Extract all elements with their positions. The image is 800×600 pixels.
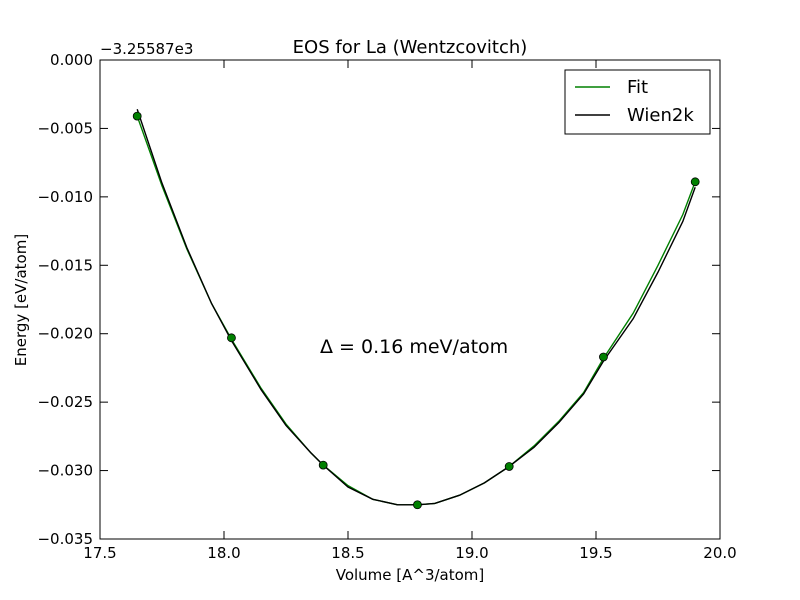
x-tick-label: 17.5 bbox=[83, 544, 116, 562]
data-point bbox=[504, 462, 514, 471]
y-offset-label: −3.25587e3 bbox=[100, 40, 193, 58]
y-tick-label: −0.025 bbox=[37, 393, 93, 411]
x-tick-label: 18.0 bbox=[207, 544, 240, 562]
data-point bbox=[413, 500, 422, 510]
data-point bbox=[227, 333, 236, 343]
data-point bbox=[132, 111, 142, 121]
y-tick-label: −0.005 bbox=[37, 119, 93, 137]
x-tick-label: 20.0 bbox=[703, 544, 736, 562]
y-tick-label: −0.035 bbox=[37, 530, 93, 548]
y-tick-label: 0.000 bbox=[50, 51, 93, 69]
y-tick-label: −0.030 bbox=[37, 462, 93, 480]
plot-background bbox=[100, 60, 720, 539]
legend-box bbox=[564, 69, 711, 135]
data-point bbox=[690, 177, 700, 187]
series-layer bbox=[132, 109, 700, 510]
chart-title: EOS for La (Wentzcovitch) bbox=[293, 37, 528, 58]
data-point bbox=[599, 352, 608, 362]
x-tick-label: 19.0 bbox=[455, 544, 488, 562]
y-axis-ticks: 0.000 −0.005 −0.010 −0.015 −0.020 −0.025 −0.03… bbox=[37, 51, 720, 548]
x-tick-label: 18.5 bbox=[331, 544, 364, 562]
legend-label-fit: Fit bbox=[627, 77, 648, 98]
y-tick-label: −0.015 bbox=[37, 256, 93, 274]
annotation-delta: Δ = 0.16 meV/atom bbox=[320, 336, 508, 358]
data-point bbox=[318, 460, 328, 470]
x-axis-label: Volume [A^3/atom] bbox=[336, 566, 485, 584]
legend: Fit Wien2k bbox=[564, 69, 711, 135]
y-tick-label: −0.020 bbox=[37, 325, 93, 343]
y-tick-label: −0.010 bbox=[37, 188, 93, 206]
legend-label-wien2k: Wien2k bbox=[627, 105, 694, 126]
plot-frame bbox=[99, 59, 721, 540]
x-tick-label: 19.5 bbox=[579, 544, 612, 562]
y-axis-label: Energy [eV/atom] bbox=[12, 234, 30, 366]
